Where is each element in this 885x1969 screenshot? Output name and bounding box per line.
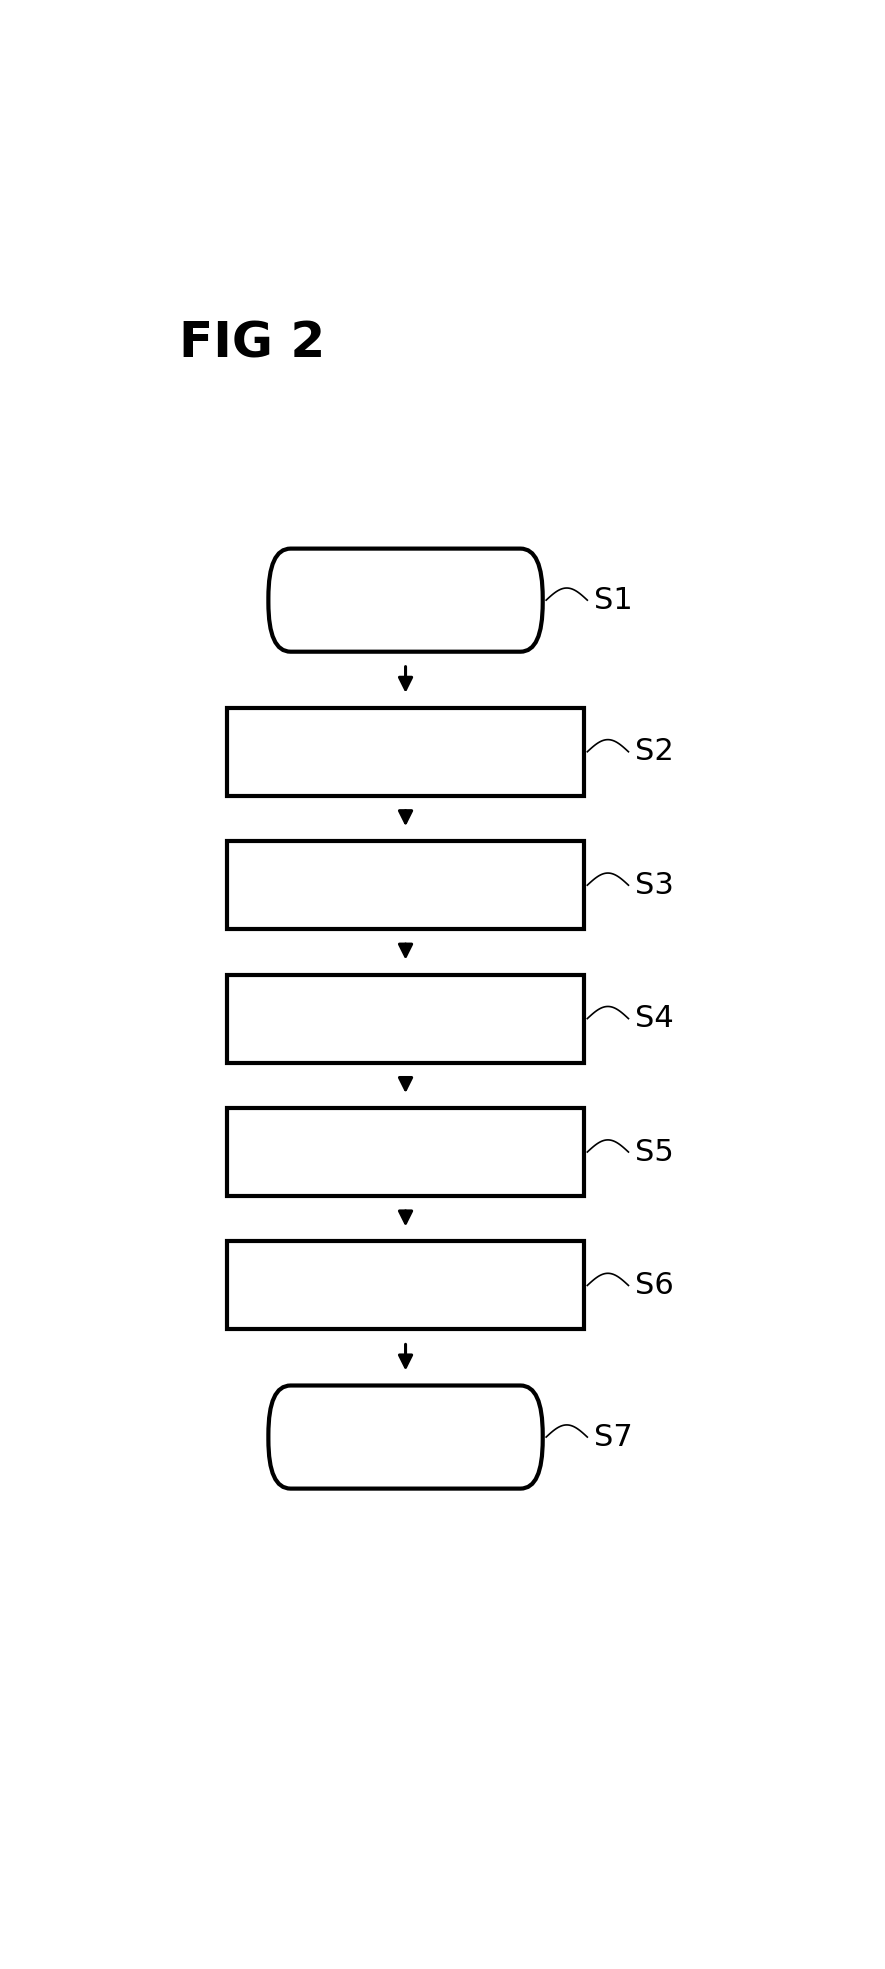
Text: S7: S7 xyxy=(594,1422,633,1451)
Text: FIG 2: FIG 2 xyxy=(179,319,326,368)
FancyBboxPatch shape xyxy=(227,841,584,929)
Text: S2: S2 xyxy=(635,736,674,766)
FancyBboxPatch shape xyxy=(227,707,584,795)
FancyBboxPatch shape xyxy=(227,1109,584,1195)
FancyBboxPatch shape xyxy=(268,1386,543,1489)
Text: S4: S4 xyxy=(635,1004,674,1034)
Text: S1: S1 xyxy=(594,585,633,614)
Text: S5: S5 xyxy=(635,1138,674,1166)
FancyBboxPatch shape xyxy=(227,975,584,1063)
Text: S3: S3 xyxy=(635,870,674,900)
FancyBboxPatch shape xyxy=(227,1242,584,1329)
FancyBboxPatch shape xyxy=(268,549,543,652)
Text: S6: S6 xyxy=(635,1270,674,1300)
